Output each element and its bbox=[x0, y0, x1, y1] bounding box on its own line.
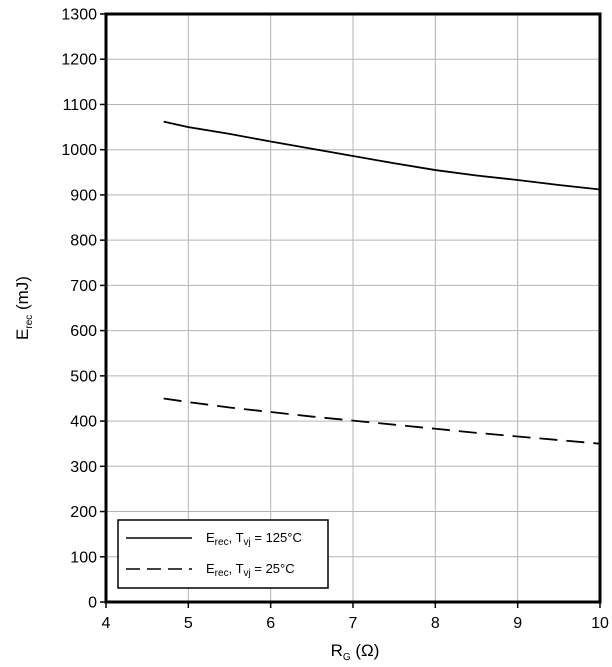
y-tick-label: 1300 bbox=[61, 7, 97, 24]
x-tick-label: 9 bbox=[513, 615, 522, 632]
grid bbox=[105, 13, 601, 603]
legend: Erec, Tvj = 125°C Erec, Tvj = 25°C bbox=[117, 519, 329, 589]
y-tick-label: 600 bbox=[70, 323, 97, 340]
y-tick-label: 300 bbox=[70, 459, 97, 476]
x-tick-label: 7 bbox=[349, 615, 358, 632]
series-line-125c bbox=[163, 120, 601, 191]
x-tick-label: 8 bbox=[431, 615, 440, 632]
x-axis-ticks: 4 5 6 7 8 9 10 bbox=[102, 602, 609, 632]
series-line-25c bbox=[163, 397, 601, 445]
x-tick-label: 4 bbox=[102, 615, 111, 632]
legend-label-25c: Erec, Tvj = 25°C bbox=[206, 561, 295, 579]
x-tick-label: 6 bbox=[266, 615, 275, 632]
x-tick-label: 10 bbox=[591, 615, 609, 632]
legend-label-125c: Erec, Tvj = 125°C bbox=[206, 530, 302, 548]
legend-box bbox=[117, 519, 329, 589]
y-tick-label: 700 bbox=[70, 278, 97, 295]
y-tick-label: 1200 bbox=[61, 52, 97, 69]
y-axis-ticks: 0 100 200 300 400 500 600 700 800 900 1000 1100 1200… bbox=[61, 7, 106, 612]
y-tick-label: 1100 bbox=[63, 97, 98, 114]
series-lines bbox=[163, 120, 601, 445]
y-tick-label: 100 bbox=[70, 549, 97, 566]
y-tick-label: 900 bbox=[70, 187, 97, 204]
y-tick-label: 500 bbox=[70, 368, 97, 385]
plot-frame bbox=[104, 12, 602, 604]
x-axis-label: RG (Ω) bbox=[331, 641, 380, 663]
y-tick-label: 400 bbox=[70, 414, 97, 431]
y-tick-label: 200 bbox=[70, 504, 97, 521]
x-tick-label: 5 bbox=[184, 615, 193, 632]
y-tick-label: 0 bbox=[88, 595, 97, 612]
y-axis-label: Erec (mJ) bbox=[13, 276, 35, 340]
y-tick-label: 1000 bbox=[61, 142, 97, 159]
y-tick-label: 800 bbox=[70, 233, 97, 250]
